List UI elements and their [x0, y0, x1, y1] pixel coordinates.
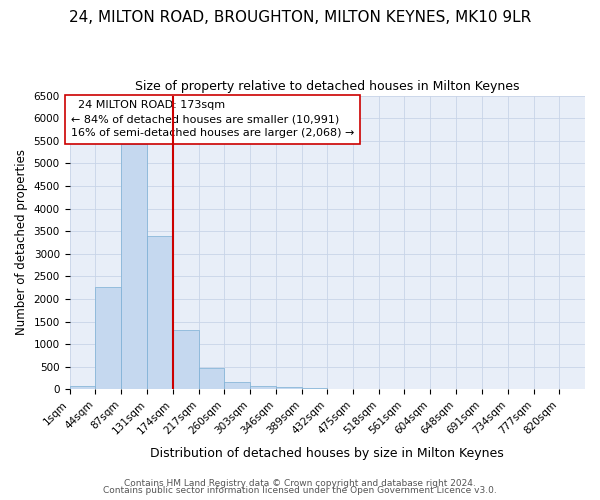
Text: Contains HM Land Registry data © Crown copyright and database right 2024.: Contains HM Land Registry data © Crown c… [124, 478, 476, 488]
Bar [173, 330, 199, 390]
Y-axis label: Number of detached properties: Number of detached properties [15, 150, 28, 336]
Bar [224, 382, 250, 390]
Bar [95, 286, 121, 390]
Text: 24, MILTON ROAD, BROUGHTON, MILTON KEYNES, MK10 9LR: 24, MILTON ROAD, BROUGHTON, MILTON KEYNE… [69, 10, 531, 25]
Bar [70, 386, 95, 390]
Bar [276, 387, 302, 390]
Title: Size of property relative to detached houses in Milton Keynes: Size of property relative to detached ho… [135, 80, 520, 93]
Bar [250, 386, 276, 390]
Text: 24 MILTON ROAD: 173sqm
← 84% of detached houses are smaller (10,991)
16% of semi: 24 MILTON ROAD: 173sqm ← 84% of detached… [71, 100, 354, 138]
X-axis label: Distribution of detached houses by size in Milton Keynes: Distribution of detached houses by size … [151, 447, 504, 460]
Bar [121, 144, 146, 390]
Bar [199, 368, 224, 390]
Text: Contains public sector information licensed under the Open Government Licence v3: Contains public sector information licen… [103, 486, 497, 495]
Bar [147, 236, 173, 390]
Bar [302, 388, 327, 390]
Bar [327, 388, 353, 390]
